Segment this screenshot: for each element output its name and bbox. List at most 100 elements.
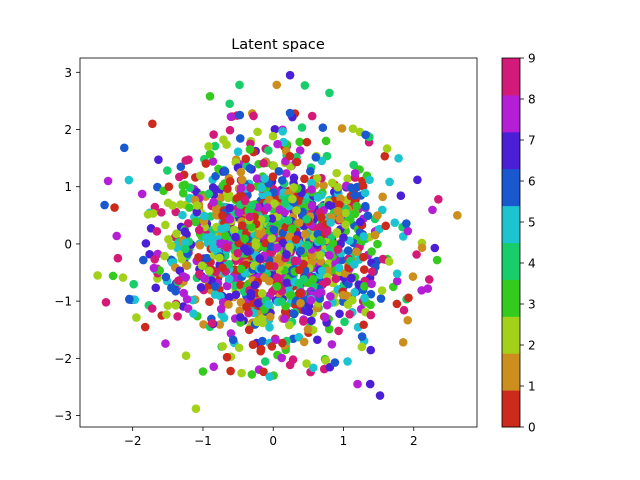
scatter-point [359, 232, 369, 241]
scatter-point [304, 307, 314, 317]
scatter-point [196, 171, 205, 180]
scatter-point [176, 200, 185, 209]
scatter-point [235, 80, 244, 90]
scatter-point [147, 304, 157, 313]
scatter-point [178, 188, 188, 198]
scatter-point [326, 292, 335, 301]
scatter-point [365, 175, 374, 185]
scatter-point [204, 189, 214, 199]
scatter-point [315, 235, 325, 245]
colorbar-tick-label: 6 [528, 175, 536, 189]
scatter-point [398, 338, 408, 347]
scatter-point [205, 266, 214, 276]
scatter-point [288, 194, 297, 204]
colorbar-tick-label: 2 [528, 339, 536, 353]
scatter-point [248, 340, 258, 349]
scatter-point [321, 136, 331, 146]
scatter-point [194, 225, 204, 235]
scatter-point [428, 205, 437, 215]
scatter-point [430, 243, 440, 253]
scatter-point [162, 310, 171, 319]
scatter-point [322, 227, 332, 236]
scatter-point [265, 312, 275, 322]
scatter-point [360, 188, 370, 198]
scatter-point [359, 265, 369, 274]
scatter-point [299, 317, 308, 326]
scatter-point [192, 201, 202, 210]
scatter-point [285, 360, 295, 370]
colorbar-tick-label: 4 [528, 257, 536, 271]
scatter-point [246, 288, 256, 298]
scatter-point [382, 144, 392, 153]
scatter-point [349, 160, 358, 170]
scatter-point [233, 248, 243, 258]
scatter-point [321, 356, 331, 365]
scatter-point [149, 263, 159, 273]
scatter-point [285, 151, 295, 161]
scatter-point [272, 243, 282, 252]
scatter-point [272, 80, 282, 90]
scatter-point [200, 211, 209, 221]
scatter-point [403, 315, 413, 325]
scatter-point [93, 271, 102, 280]
scatter-point [392, 299, 402, 309]
scatter-point [326, 218, 335, 227]
scatter-point [307, 185, 316, 194]
scatter-point [294, 278, 304, 288]
scatter-point [273, 273, 282, 282]
colorbar-frame [501, 57, 521, 428]
scatter-point [373, 239, 382, 249]
scatter-point [343, 357, 352, 366]
scatter-point [367, 247, 376, 256]
scatter-point [281, 169, 291, 178]
scatter-point [321, 313, 330, 322]
scatter-point [331, 274, 341, 284]
scatter-point [233, 147, 243, 157]
scatter-point [181, 351, 191, 361]
scatter-point [352, 247, 361, 257]
scatter-point [177, 254, 187, 264]
scatter-point [154, 155, 163, 164]
scatter-point [408, 272, 418, 281]
scatter-point [316, 251, 325, 260]
scatter-point [324, 324, 334, 334]
scatter-point [296, 246, 306, 256]
scatter-point [335, 309, 344, 319]
scatter-point [350, 260, 359, 269]
scatter-point [264, 146, 273, 155]
scatter-point [347, 273, 356, 283]
scatter-point [307, 316, 316, 326]
scatter-point [296, 298, 305, 308]
scatter-point [404, 293, 413, 303]
scatter-point [264, 261, 274, 271]
x-tick-label: −1 [194, 434, 212, 448]
scatter-point [381, 221, 391, 231]
scatter-point [200, 274, 210, 283]
scatter-point [207, 318, 217, 328]
scatter-point [180, 227, 190, 236]
scatter-point [171, 207, 181, 217]
scatter-point [250, 280, 260, 290]
scatter-point [263, 203, 272, 212]
scatter-point [292, 206, 301, 215]
plot-frame [79, 57, 478, 428]
scatter-point [307, 201, 317, 211]
scatter-point [316, 213, 326, 222]
scatter-point [289, 173, 299, 183]
x-tick-label: 0 [269, 434, 277, 448]
scatter-point [317, 266, 327, 276]
scatter-point [307, 178, 316, 188]
scatter-point [308, 274, 318, 284]
scatter-point [240, 234, 249, 244]
scatter-point [278, 127, 287, 136]
scatter-point [453, 211, 462, 220]
scatter-point [242, 302, 251, 312]
scatter-point [268, 172, 278, 182]
scatter-point [361, 130, 370, 140]
scatter-point [221, 231, 230, 241]
scatter-point [295, 289, 304, 298]
scatter-point [129, 279, 139, 289]
chart-title: Latent space [231, 37, 325, 53]
scatter-point [392, 269, 402, 278]
scatter-point [181, 156, 191, 165]
